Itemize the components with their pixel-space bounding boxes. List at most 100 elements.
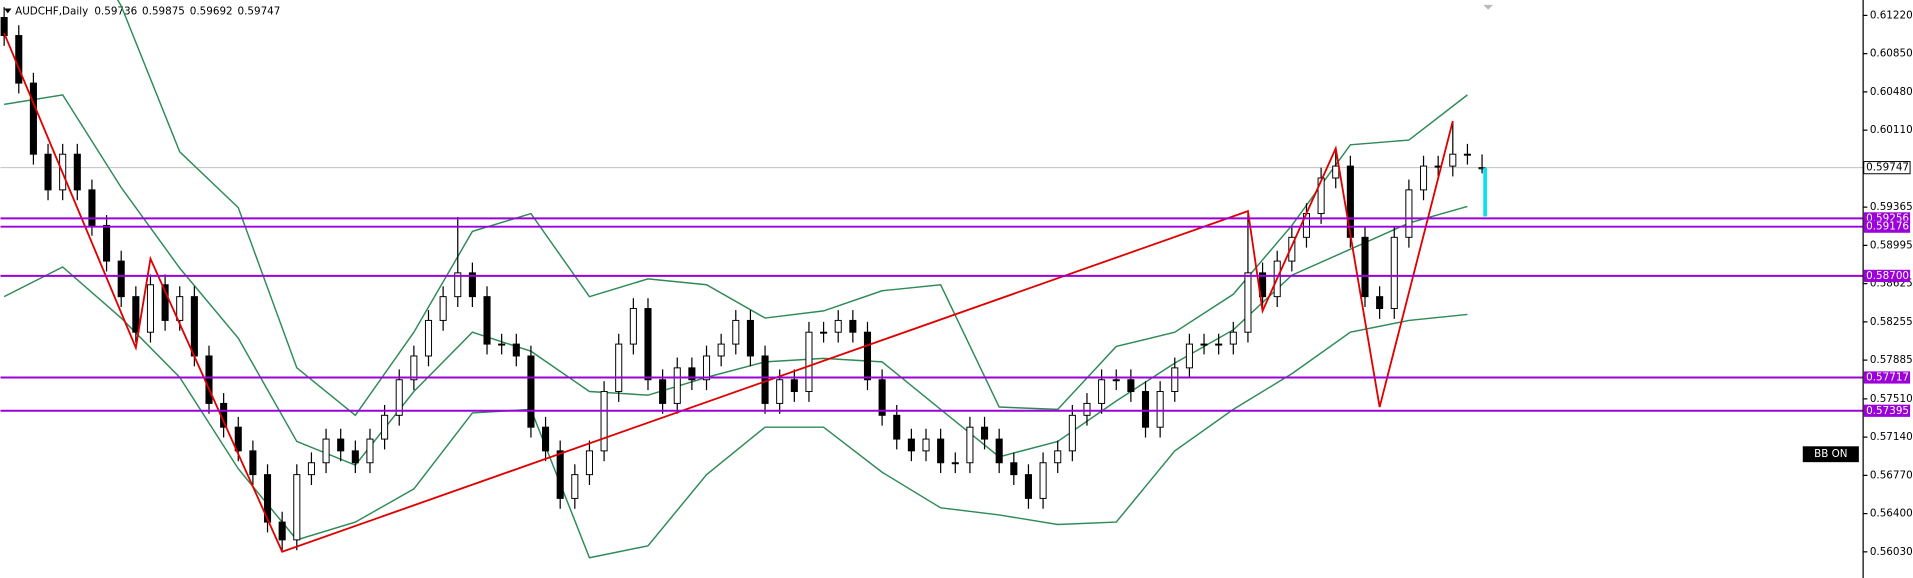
candle-body <box>1054 450 1062 464</box>
candle-body <box>790 379 798 393</box>
candle-body <box>659 379 667 404</box>
candle-body <box>1376 296 1384 310</box>
candle-body <box>498 343 506 346</box>
candle-body <box>132 296 140 333</box>
candle-body <box>351 450 359 464</box>
candle-body <box>410 355 418 381</box>
candle-body <box>673 367 681 404</box>
candle-body <box>1156 391 1164 428</box>
level-tag <box>1863 269 1911 282</box>
candle-body <box>1185 343 1193 369</box>
level-label: 0.57395 <box>1866 405 1909 417</box>
candle-body <box>849 319 857 333</box>
candle-body <box>1068 414 1076 452</box>
candle-body <box>1244 272 1252 333</box>
candle-body <box>249 450 257 476</box>
candle-body <box>893 414 901 440</box>
y-tick-label: 0.58995 <box>1870 239 1913 251</box>
candle-body <box>615 343 623 393</box>
candle-body <box>776 379 784 404</box>
candle-body <box>937 438 945 464</box>
candle-body <box>556 450 564 499</box>
candle-body <box>73 153 81 191</box>
candle-body <box>1010 462 1018 476</box>
candle-body <box>424 319 433 357</box>
candle-body <box>805 331 813 393</box>
candle-body <box>1039 462 1047 499</box>
candle-body <box>1419 165 1428 191</box>
candle-body <box>454 272 462 298</box>
button-label[interactable]: BB ON <box>1814 448 1847 460</box>
menu-arrow[interactable] <box>4 8 12 14</box>
candle-body <box>483 296 491 345</box>
candle-body <box>644 308 652 381</box>
candle-body <box>1390 236 1398 310</box>
candle-body <box>29 82 37 155</box>
candle-body <box>1361 236 1369 298</box>
candle-body <box>1449 153 1457 167</box>
candle-body <box>146 284 155 333</box>
candle-body <box>1215 343 1223 346</box>
bollinger-lower <box>3 266 1468 559</box>
y-tick-label: 0.56030 <box>1870 546 1913 558</box>
candle-body <box>117 260 125 298</box>
candle-body <box>951 462 959 465</box>
price-tag <box>1863 161 1911 175</box>
candle-body <box>44 153 52 191</box>
candle-body <box>585 450 593 476</box>
candle-body <box>907 438 915 452</box>
candle-body <box>190 296 198 357</box>
scroll-marker <box>1483 4 1494 10</box>
candle-body <box>761 355 769 404</box>
symbol: AUDCHF,Daily <box>15 6 88 18</box>
bollinger-upper <box>116 0 1468 417</box>
candle-body <box>103 224 111 262</box>
level-label: 0.58700 <box>1866 270 1909 282</box>
y-tick-label: 0.56770 <box>1870 469 1913 481</box>
candle-body <box>863 331 872 381</box>
candle-body <box>263 474 272 523</box>
candle-body <box>468 272 476 298</box>
candle-body <box>322 438 330 464</box>
candle-body <box>1229 331 1237 345</box>
candle-body <box>878 379 886 416</box>
candle-body <box>981 426 989 440</box>
candle-body <box>834 319 842 333</box>
candle-body <box>439 296 447 321</box>
bb-button[interactable]: BB ON <box>1802 446 1859 463</box>
candle-body <box>307 462 315 476</box>
candle-body <box>0 16 8 37</box>
zigzag-line <box>3 32 1454 553</box>
y-tick-label: 0.57885 <box>1870 354 1913 366</box>
axis-labels: 0.61220 0.60850 0.60480 0.60110 0.59365 0.589… <box>1862 9 1913 558</box>
candle-body <box>527 355 535 428</box>
candle-body <box>161 284 169 321</box>
candle-body <box>395 379 403 416</box>
candle-body <box>571 474 579 499</box>
candle-body <box>702 355 711 381</box>
candle-body <box>995 438 1003 464</box>
candle-body <box>15 35 23 84</box>
candle-body <box>1317 177 1325 215</box>
candle-body <box>542 426 550 452</box>
candle-body <box>1024 474 1032 499</box>
button-bg[interactable] <box>1802 446 1859 463</box>
bollinger-middle <box>4 94 1468 467</box>
level-tag <box>1863 220 1911 233</box>
candle-body <box>1463 153 1471 156</box>
candle-body <box>1112 379 1120 382</box>
y-tick-label: 0.58255 <box>1870 316 1913 328</box>
candle-body <box>1405 189 1413 238</box>
plot-area <box>0 0 1863 559</box>
candle-body <box>88 189 96 226</box>
high-value: 0.59875 <box>142 6 185 18</box>
candle-body <box>688 367 696 381</box>
candle-body <box>966 426 974 464</box>
low-value: 0.59692 <box>190 6 233 18</box>
candle-body <box>1141 391 1150 428</box>
level-label: 0.59176 <box>1866 221 1909 233</box>
signal-bar <box>1483 167 1487 217</box>
candle-body <box>205 355 213 404</box>
candle-body <box>366 438 374 464</box>
open-value: 0.59736 <box>94 6 137 18</box>
